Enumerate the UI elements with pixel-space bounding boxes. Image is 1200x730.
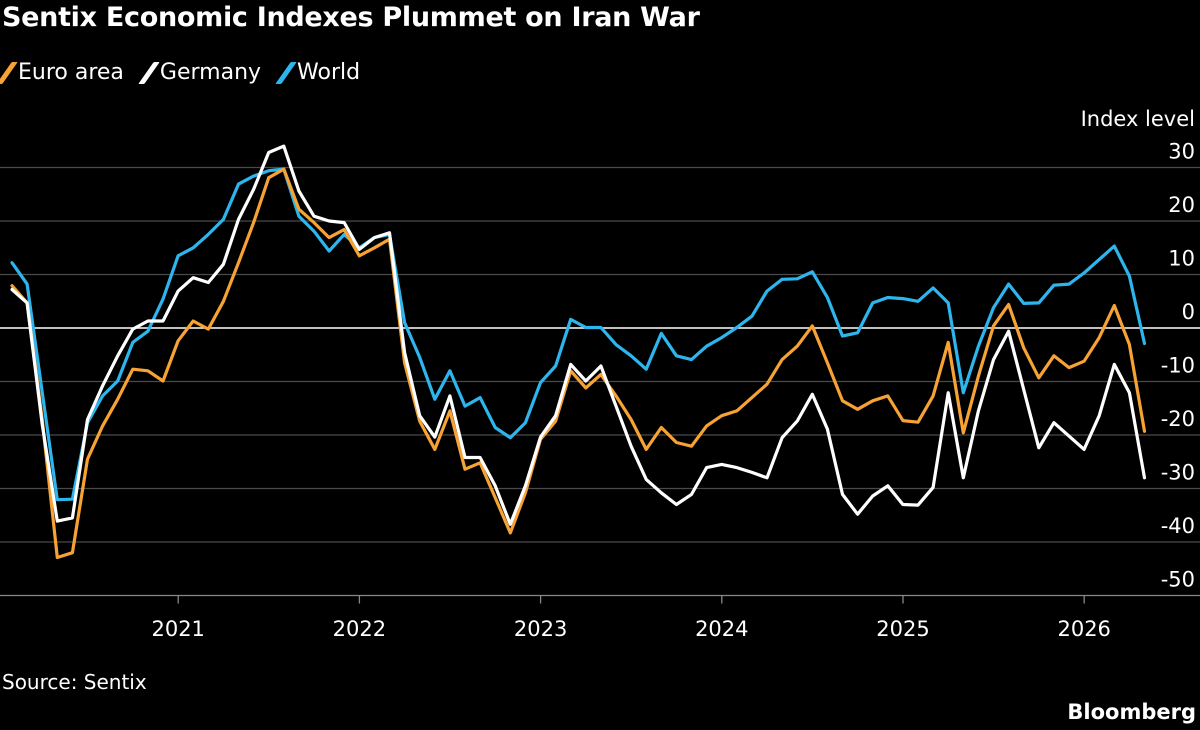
legend-item-euro-area: Euro area bbox=[0, 60, 124, 85]
y-tick-label: 20 bbox=[1168, 193, 1195, 217]
series-line-euro-area bbox=[10, 167, 1147, 560]
x-tick-label: 2022 bbox=[333, 617, 386, 641]
legend-label: Germany bbox=[159, 60, 262, 85]
y-tick-label: -20 bbox=[1161, 407, 1195, 431]
legend-item-world: World bbox=[275, 60, 361, 85]
legend-label: Euro area bbox=[18, 60, 124, 85]
y-tick-label: -40 bbox=[1161, 514, 1195, 538]
series-line-germany bbox=[10, 144, 1147, 526]
bloomberg-logo: Bloomberg bbox=[1067, 700, 1196, 724]
legend-item-germany: Germany bbox=[138, 60, 262, 85]
y-tick-label: -10 bbox=[1161, 354, 1195, 378]
line-chart: 30 20 10 0 -10 -20 -30 -40 -50 Index level 2021 202… bbox=[0, 107, 1200, 641]
y-tick-label: -50 bbox=[1161, 568, 1195, 592]
x-tick-label: 2025 bbox=[876, 617, 929, 641]
chart-title: Sentix Economic Indexes Plummet on Iran … bbox=[2, 2, 700, 33]
series-line-world bbox=[10, 167, 1147, 502]
y-tick-label: 30 bbox=[1168, 140, 1195, 164]
source-note: Source: Sentix bbox=[2, 670, 147, 694]
x-tick-label: 2023 bbox=[514, 617, 567, 641]
x-tick-label: 2021 bbox=[151, 617, 204, 641]
y-tick-label: 0 bbox=[1182, 300, 1195, 324]
legend-label: World bbox=[297, 60, 361, 85]
x-tick-label: 2026 bbox=[1057, 617, 1110, 641]
x-tick-label: 2024 bbox=[695, 617, 748, 641]
y-axis-label: Index level bbox=[1081, 107, 1195, 131]
y-tick-label: -30 bbox=[1161, 461, 1195, 485]
legend: Euro area Germany World bbox=[0, 60, 361, 85]
y-tick-label: 10 bbox=[1168, 247, 1195, 271]
